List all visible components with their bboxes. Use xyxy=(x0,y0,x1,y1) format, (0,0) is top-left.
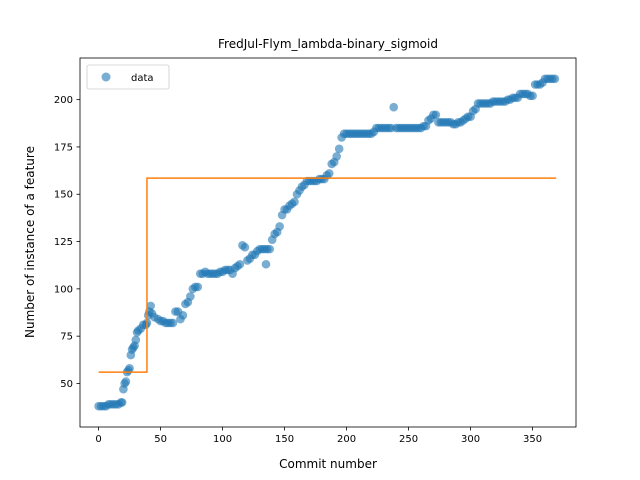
data-point xyxy=(290,197,299,207)
x-tick-label: 250 xyxy=(399,434,418,445)
y-axis-ticks: 50 75 100 125 150 175 200 xyxy=(54,95,80,390)
legend-box xyxy=(86,64,170,90)
data-point xyxy=(178,311,188,320)
data-point xyxy=(121,377,131,386)
data-point xyxy=(261,259,271,269)
data-point xyxy=(275,222,284,231)
data-point xyxy=(334,144,344,154)
x-tick-label: 200 xyxy=(337,434,356,445)
data-point xyxy=(168,318,178,328)
plot-area xyxy=(94,74,560,411)
data-point xyxy=(125,364,134,373)
data-point xyxy=(389,102,399,112)
y-tick-label: 150 xyxy=(54,190,73,201)
data-point xyxy=(235,259,245,269)
x-tick-label: 300 xyxy=(461,434,480,445)
chart-title: FredJul-Flym_lambda-binary_sigmoid xyxy=(218,37,438,51)
data-point xyxy=(131,335,141,345)
data-point xyxy=(550,74,560,84)
x-tick-label: 350 xyxy=(523,434,542,445)
y-tick-label: 125 xyxy=(54,237,73,248)
data-point xyxy=(332,152,341,161)
y-tick-label: 75 xyxy=(60,332,73,343)
legend: data xyxy=(86,64,170,90)
x-tick-label: 150 xyxy=(275,434,294,445)
y-tick-label: 200 xyxy=(54,95,73,106)
data-point xyxy=(431,110,441,120)
y-tick-label: 50 xyxy=(60,379,73,390)
data-point xyxy=(193,282,203,292)
data-point xyxy=(324,169,334,178)
data-point xyxy=(146,301,155,311)
x-tick-label: 50 xyxy=(154,434,167,445)
axes-frame xyxy=(79,57,577,428)
x-tick-label: 0 xyxy=(95,434,101,445)
y-tick-label: 175 xyxy=(54,142,73,153)
y-tick-label: 100 xyxy=(54,284,73,295)
data-point xyxy=(117,398,127,407)
fit-line xyxy=(98,177,557,373)
y-axis-label: Number of instance of a feature xyxy=(23,146,37,338)
data-point xyxy=(528,91,537,101)
data-point xyxy=(265,244,275,254)
data-point xyxy=(186,292,195,301)
data-point xyxy=(240,242,250,252)
x-tick-label: 100 xyxy=(213,434,232,445)
legend-marker-data xyxy=(101,72,111,82)
x-axis-label: Commit number xyxy=(279,457,377,471)
x-axis-ticks: 0 50 100 150 200 250 300 350 xyxy=(95,427,542,445)
legend-label-data: data xyxy=(131,73,154,84)
